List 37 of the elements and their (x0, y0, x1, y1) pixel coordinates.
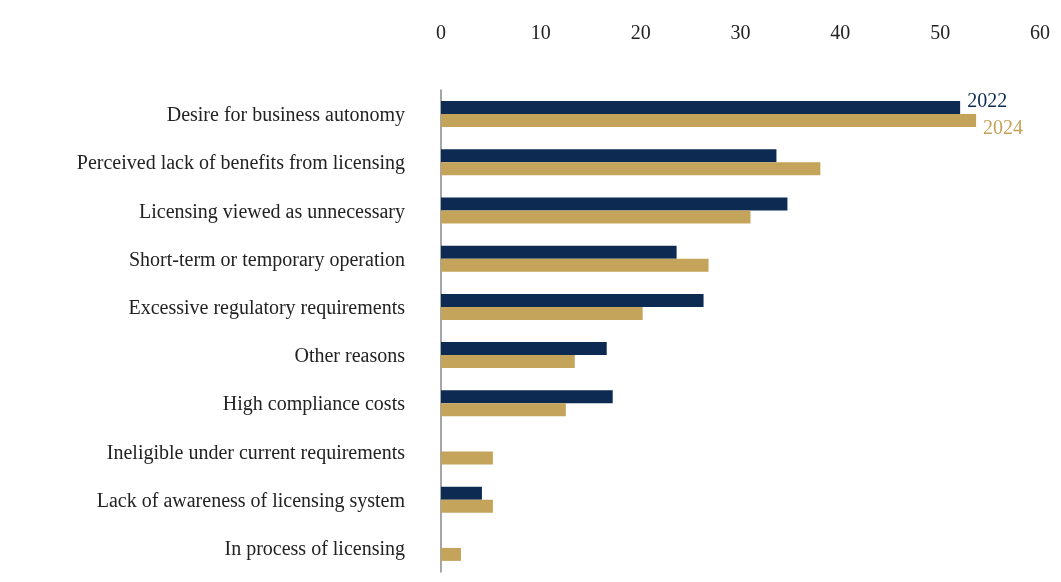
bar (441, 149, 777, 163)
y-tick-label: Short-term or temporary operation (128, 247, 405, 271)
y-tick-label: Lack of awareness of licensing system (96, 488, 406, 512)
bar (441, 210, 751, 224)
bar (441, 293, 704, 307)
bar (441, 162, 821, 176)
bar (441, 486, 482, 500)
y-tick-label: Ineligible under current requirements (106, 440, 406, 464)
y-tick-label: Other reasons (294, 344, 406, 367)
y-tick-label: Excessive regulatory requirements (128, 295, 406, 319)
y-tick-label: In process of licensing (224, 536, 405, 560)
bar (441, 306, 643, 320)
series-label: 2024 (983, 115, 1024, 138)
bar (441, 245, 677, 259)
x-tick-label: 50 (930, 21, 951, 43)
bar (441, 403, 566, 417)
bar (441, 342, 607, 356)
bar (441, 451, 493, 465)
y-tick-label: High compliance costs (222, 392, 406, 416)
x-tick-label: 60 (1030, 21, 1050, 43)
x-tick-label: 10 (530, 21, 551, 43)
bar (441, 114, 977, 128)
bar (441, 499, 493, 513)
bar (441, 258, 709, 272)
y-tick-label: Licensing viewed as unnecessary (138, 199, 405, 223)
bar (441, 197, 788, 211)
x-tick-label: 0 (436, 21, 446, 43)
bar (441, 355, 575, 369)
bar (441, 390, 613, 404)
x-tick-label: 40 (830, 21, 851, 43)
bar (441, 547, 461, 561)
x-tick-label: 20 (630, 21, 651, 43)
x-tick-label: 30 (730, 21, 751, 43)
y-tick-label: Desire for business autonomy (166, 103, 405, 127)
y-tick-label: Perceived lack of benefits from licensing (76, 151, 405, 175)
bar (441, 101, 961, 115)
series-label: 2022 (967, 88, 1008, 111)
